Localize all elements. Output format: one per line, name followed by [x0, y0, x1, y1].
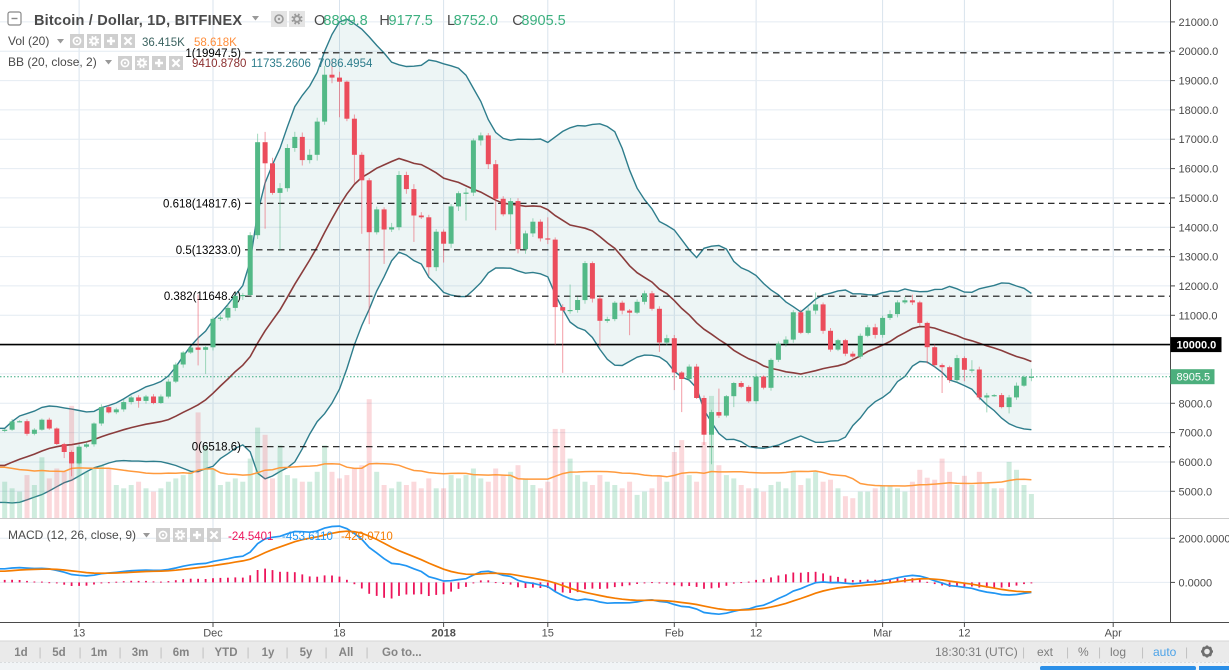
- svg-text:Dec: Dec: [203, 628, 223, 640]
- svg-text:-453.6110: -453.6110: [282, 531, 333, 543]
- svg-text:|: |: [1141, 645, 1144, 659]
- svg-text:Bitcoin / Dollar, 1D, BITFINEX: Bitcoin / Dollar, 1D, BITFINEX: [34, 13, 242, 29]
- svg-text:|: |: [1022, 645, 1025, 659]
- svg-text:2018: 2018: [431, 628, 455, 640]
- svg-text:1d: 1d: [14, 647, 27, 659]
- svg-text:18000.0: 18000.0: [1179, 105, 1219, 117]
- svg-text:16000.0: 16000.0: [1179, 164, 1219, 176]
- svg-text:19000.0: 19000.0: [1179, 76, 1219, 88]
- svg-text:0.0000: 0.0000: [1179, 577, 1213, 589]
- svg-text:-24.5401: -24.5401: [228, 531, 273, 543]
- svg-text:9410.8780: 9410.8780: [192, 58, 246, 70]
- svg-text:Apr: Apr: [1105, 628, 1122, 640]
- svg-text:58.618K: 58.618K: [194, 37, 237, 49]
- svg-text:5000.0: 5000.0: [1179, 486, 1213, 498]
- svg-text:|: |: [1098, 645, 1101, 659]
- svg-text:All: All: [339, 647, 354, 659]
- svg-text:|: |: [246, 645, 249, 659]
- svg-text:%: %: [1078, 645, 1089, 659]
- svg-text:15000.0: 15000.0: [1179, 193, 1219, 205]
- svg-text:2000.0000: 2000.0000: [1179, 533, 1229, 545]
- svg-text:18: 18: [333, 628, 345, 640]
- svg-text:20000.0: 20000.0: [1179, 46, 1219, 58]
- svg-text:MACD (12, 26, close, 9): MACD (12, 26, close, 9): [8, 528, 136, 542]
- svg-text:12: 12: [958, 628, 970, 640]
- svg-text:5d: 5d: [52, 647, 65, 659]
- svg-text:Vol (20): Vol (20): [8, 34, 49, 48]
- svg-text:Mar: Mar: [873, 628, 892, 640]
- svg-text:7086.4954: 7086.4954: [318, 58, 373, 70]
- svg-text:7000.0: 7000.0: [1179, 428, 1213, 440]
- svg-text:12000.0: 12000.0: [1179, 281, 1219, 293]
- svg-text:3m: 3m: [132, 647, 149, 659]
- svg-text:10000.0: 10000.0: [1177, 340, 1217, 352]
- svg-text:BB (20, close, 2): BB (20, close, 2): [8, 55, 97, 69]
- svg-text:|: |: [201, 645, 204, 659]
- svg-text:15: 15: [542, 628, 554, 640]
- svg-text:0.382(11648.4): 0.382(11648.4): [164, 291, 241, 303]
- svg-text:21000.0: 21000.0: [1179, 17, 1219, 29]
- svg-text:8000.0: 8000.0: [1179, 398, 1213, 410]
- svg-text:1m: 1m: [91, 647, 108, 659]
- svg-text:ext: ext: [1037, 645, 1054, 659]
- svg-text:|: |: [38, 645, 41, 659]
- svg-text:log: log: [1110, 645, 1126, 659]
- svg-text:13000.0: 13000.0: [1179, 252, 1219, 264]
- svg-text:|: |: [78, 645, 81, 659]
- svg-text:11000.0: 11000.0: [1179, 310, 1218, 322]
- svg-text:|: |: [324, 645, 327, 659]
- svg-text:8905.5: 8905.5: [1177, 372, 1211, 384]
- svg-text:|: |: [1185, 645, 1188, 659]
- svg-text:1y: 1y: [262, 647, 275, 659]
- svg-text:Go to...: Go to...: [382, 647, 422, 659]
- svg-text:13: 13: [73, 628, 85, 640]
- svg-text:|: |: [365, 645, 368, 659]
- svg-text:-429.0710: -429.0710: [341, 531, 393, 543]
- svg-text:0.618(14817.6): 0.618(14817.6): [163, 198, 241, 210]
- svg-text:|: |: [118, 645, 121, 659]
- svg-text:Feb: Feb: [665, 628, 684, 640]
- svg-text:14000.0: 14000.0: [1179, 222, 1219, 234]
- svg-text:auto: auto: [1153, 645, 1177, 659]
- svg-text:18:30:31 (UTC): 18:30:31 (UTC): [935, 645, 1018, 659]
- svg-text:|: |: [285, 645, 288, 659]
- svg-text:5y: 5y: [300, 647, 313, 659]
- svg-text:|: |: [1066, 645, 1069, 659]
- svg-text:11735.2606: 11735.2606: [251, 58, 311, 70]
- svg-text:0.5(13233.0): 0.5(13233.0): [176, 245, 241, 257]
- svg-text:12: 12: [750, 628, 762, 640]
- svg-text:0(6518.6): 0(6518.6): [192, 442, 241, 454]
- svg-text:|: |: [159, 645, 162, 659]
- svg-text:YTD: YTD: [215, 647, 238, 659]
- svg-text:6000.0: 6000.0: [1179, 457, 1213, 469]
- svg-text:17000.0: 17000.0: [1179, 134, 1219, 146]
- svg-text:6m: 6m: [173, 647, 190, 659]
- svg-text:1(19947.5): 1(19947.5): [185, 48, 241, 60]
- svg-text:36.415K: 36.415K: [142, 37, 185, 49]
